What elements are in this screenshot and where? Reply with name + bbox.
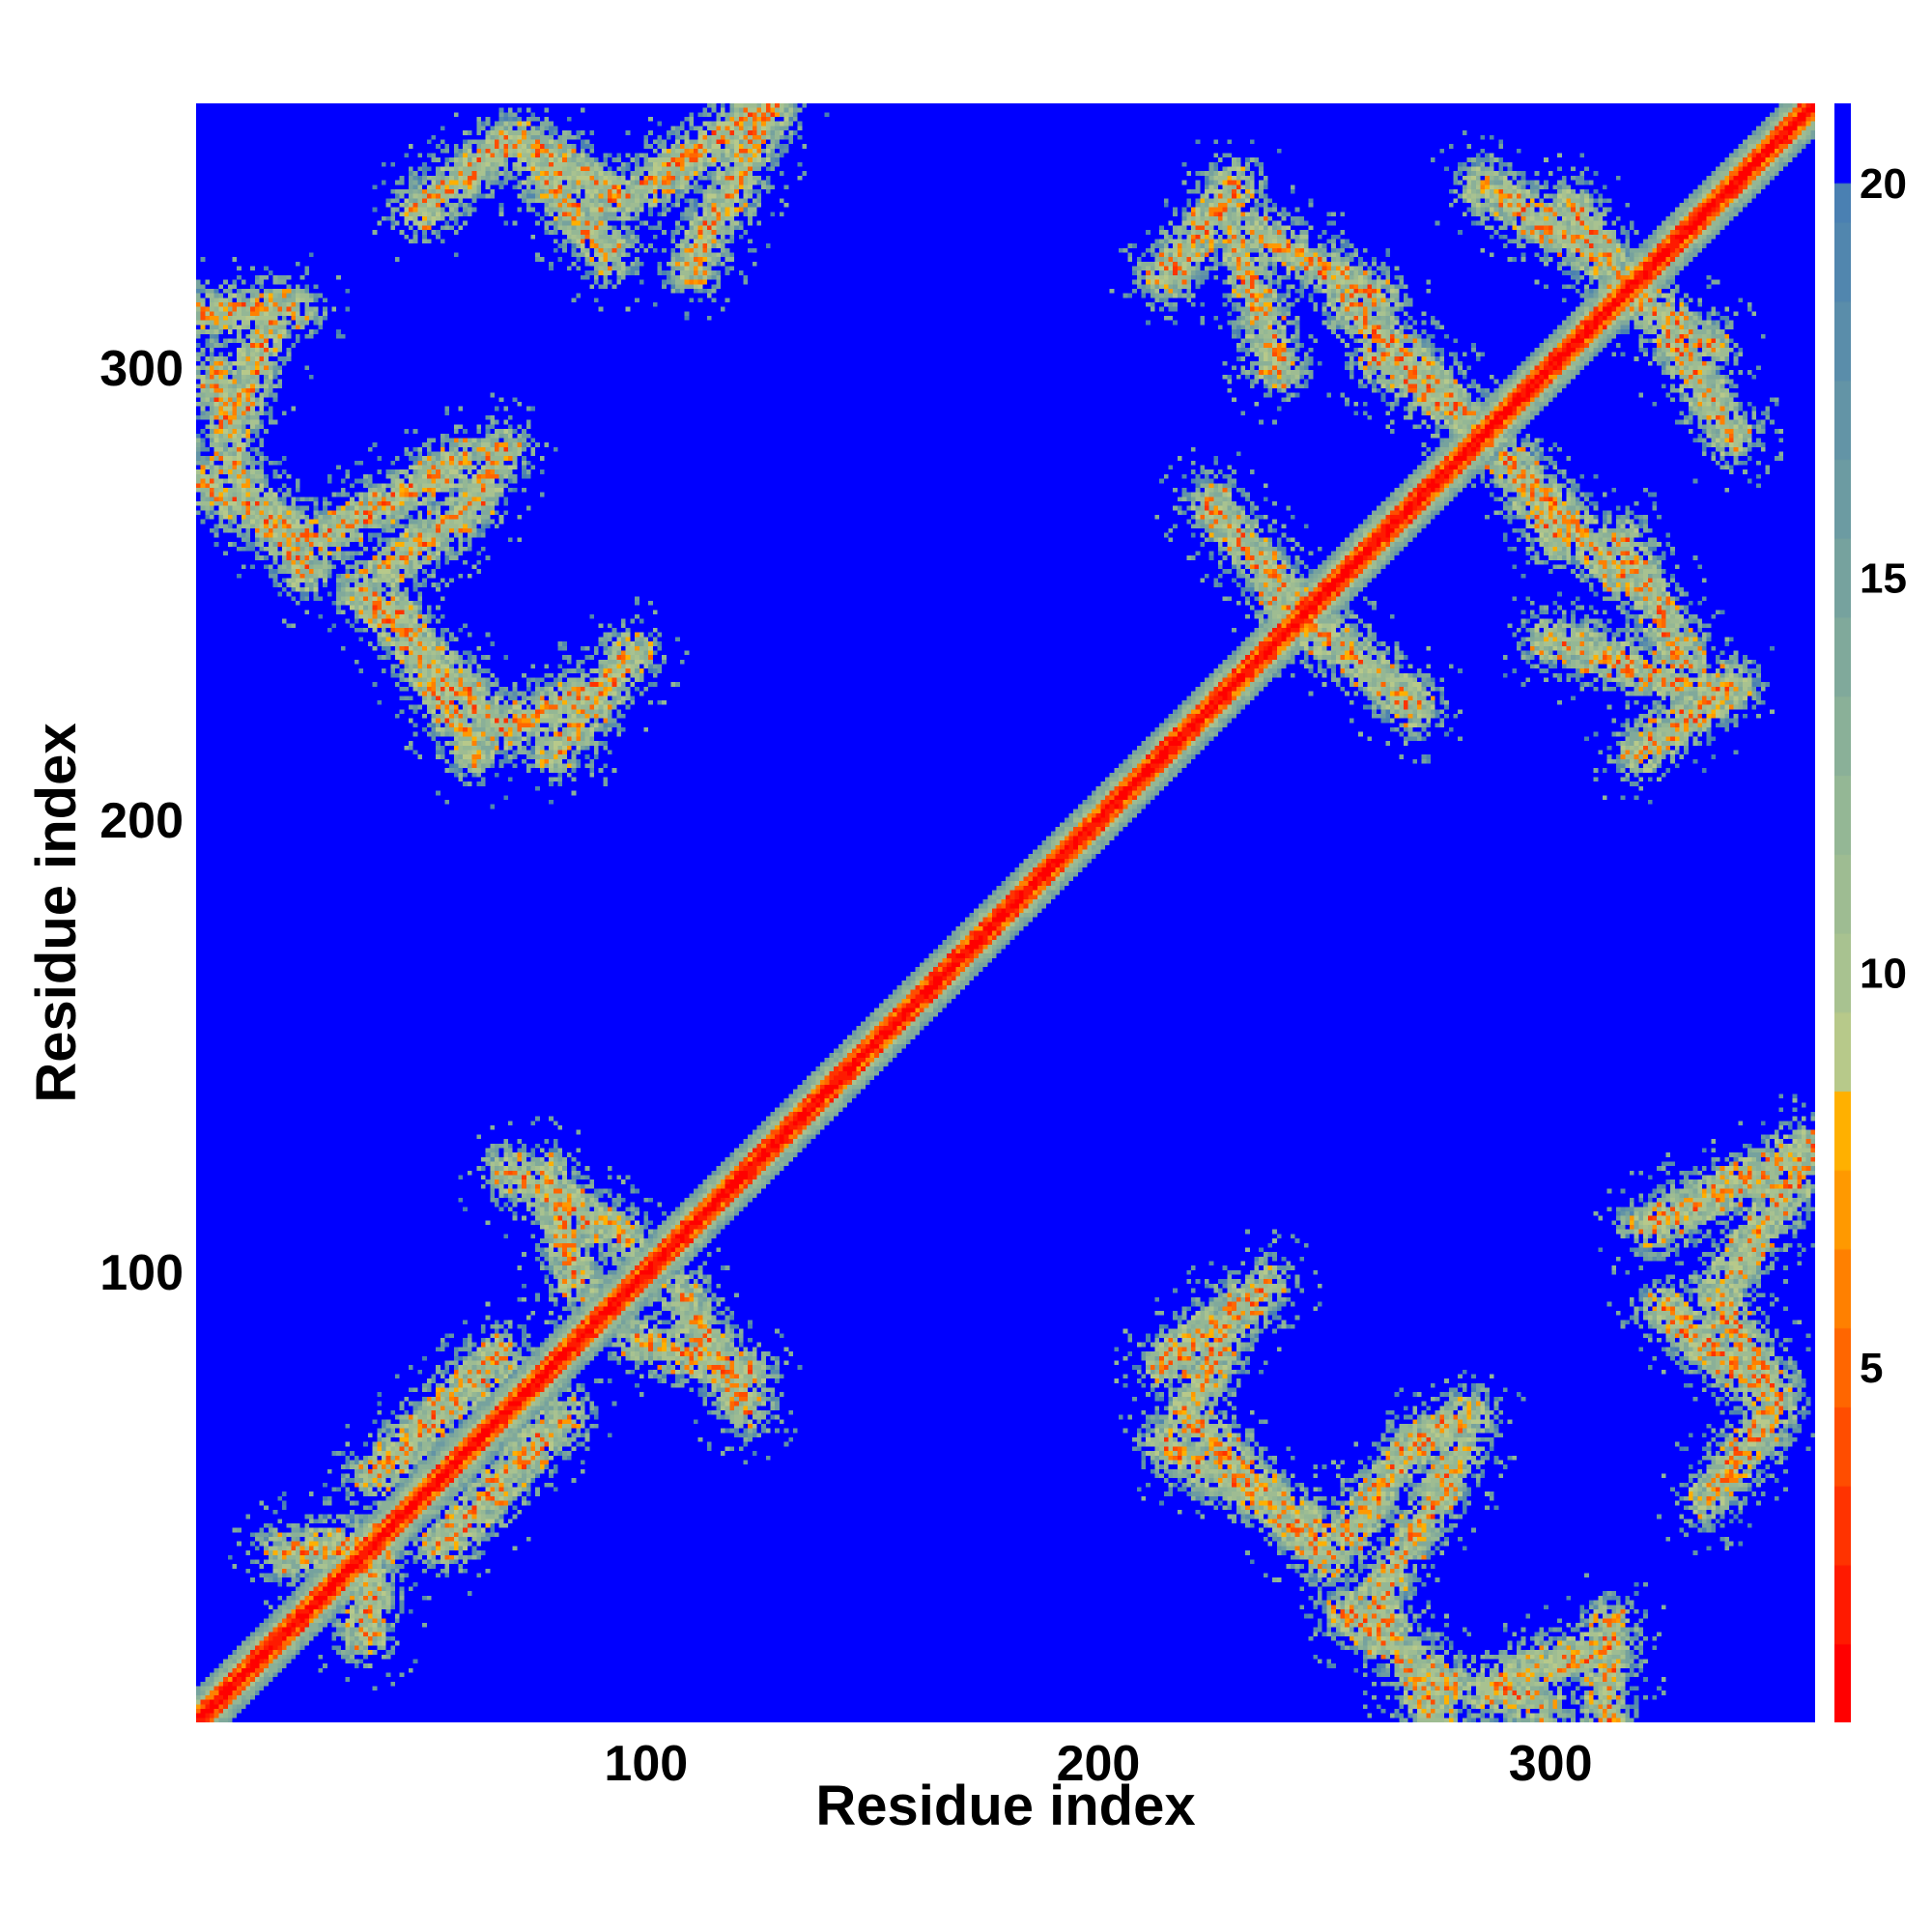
x-tick-label: 100 <box>604 1736 688 1792</box>
x-tick-label: 200 <box>1057 1736 1141 1792</box>
y-axis-label: Residue index <box>25 723 88 1102</box>
y-tick-label: 200 <box>99 793 184 849</box>
x-axis-label: Residue index <box>815 1775 1195 1837</box>
y-axis-ticks: 100 200 300 <box>99 341 184 1301</box>
colorbar-tick-label: 5 <box>1860 1345 1883 1392</box>
y-tick-label: 100 <box>99 1245 184 1301</box>
colorbar-tick-label: 10 <box>1860 950 1907 997</box>
x-tick-label: 300 <box>1509 1736 1593 1792</box>
colorbar-tick-label: 15 <box>1860 555 1907 603</box>
colorbar-ticks: 5 10 15 20 <box>1860 160 1907 1392</box>
distance-heatmap <box>196 103 1815 1722</box>
x-axis-ticks: 100 200 300 <box>604 1736 1592 1792</box>
colorbar <box>1834 103 1851 1722</box>
y-tick-label: 300 <box>99 341 184 397</box>
colorbar-tick-label: 20 <box>1860 160 1907 208</box>
